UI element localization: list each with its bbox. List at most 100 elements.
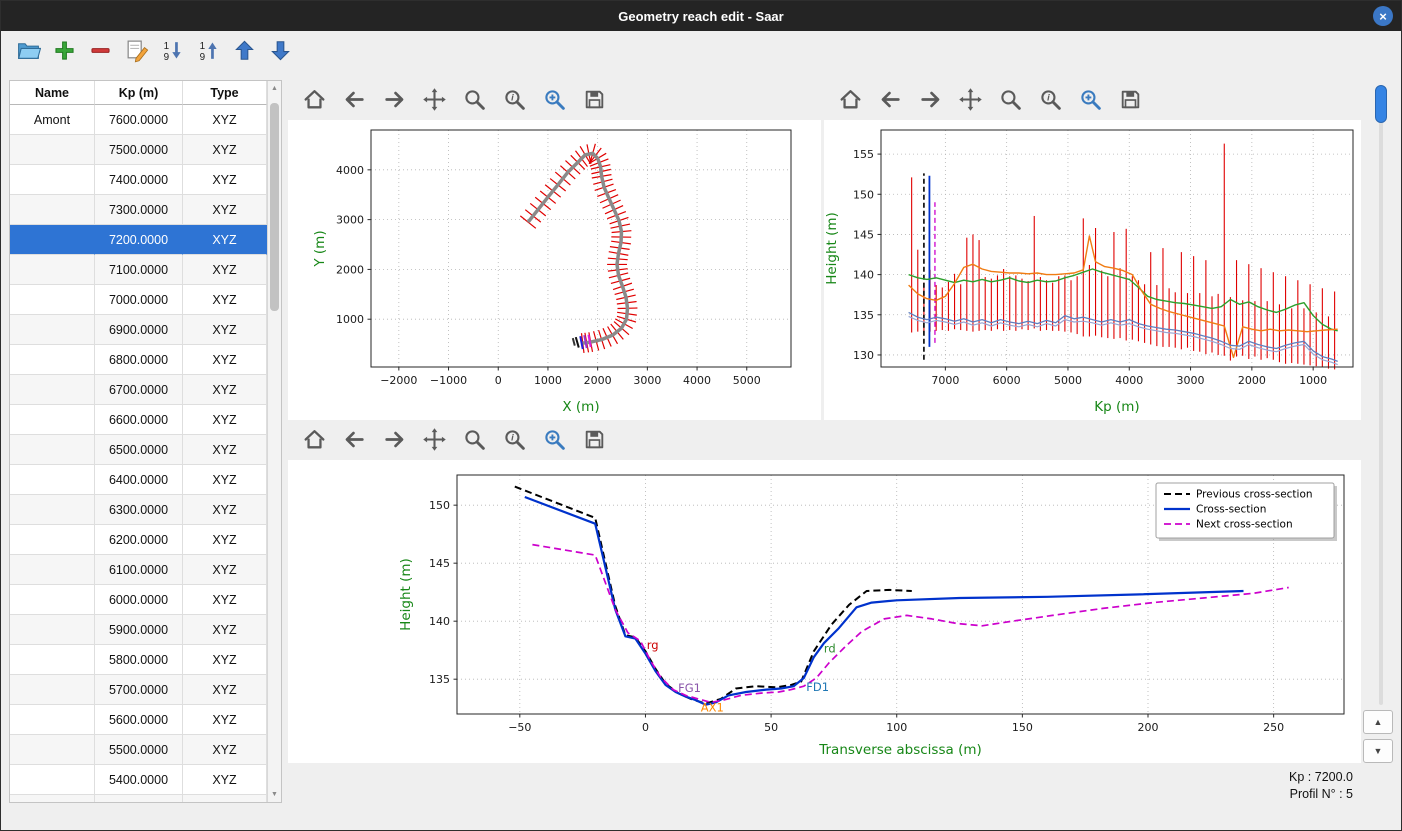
cell-name[interactable] [10, 195, 95, 225]
cell-type[interactable]: XYZ [183, 285, 267, 315]
cell-type[interactable]: XYZ [183, 615, 267, 645]
cell-kp[interactable]: 5900.0000 [95, 615, 183, 645]
cell-kp[interactable]: 7400.0000 [95, 165, 183, 195]
cell-type[interactable]: XYZ [183, 765, 267, 795]
move-down-button[interactable] [265, 35, 295, 65]
forward-button[interactable] [380, 86, 408, 114]
table-scrollbar[interactable]: ▲ ▼ [267, 81, 281, 802]
cell-name[interactable] [10, 705, 95, 735]
cell-kp[interactable]: 5400.0000 [95, 765, 183, 795]
table-row[interactable]: 5400.0000 XYZ [10, 765, 267, 795]
back-button[interactable] [876, 86, 904, 114]
cell-kp[interactable]: 7500.0000 [95, 135, 183, 165]
forward-button[interactable] [916, 86, 944, 114]
cell-type[interactable]: XYZ [183, 795, 267, 802]
cell-kp[interactable]: 6300.0000 [95, 495, 183, 525]
column-header-name[interactable]: Name [10, 81, 95, 105]
cell-name[interactable] [10, 465, 95, 495]
save-button[interactable] [580, 86, 608, 114]
cell-name[interactable] [10, 375, 95, 405]
cell-name[interactable] [10, 765, 95, 795]
cell-name[interactable] [10, 135, 95, 165]
cell-name[interactable] [10, 585, 95, 615]
home-button[interactable] [836, 86, 864, 114]
plan-view-plot[interactable]: −2000 −1000 0 1000 2000 3000 4000 5000 1000 2000 3… [288, 120, 821, 420]
table-row[interactable]: 5600.0000 XYZ [10, 705, 267, 735]
cell-name[interactable] [10, 615, 95, 645]
cell-name[interactable] [10, 735, 95, 765]
cell-name[interactable] [10, 525, 95, 555]
cell-kp[interactable]: 6700.0000 [95, 375, 183, 405]
cell-kp[interactable]: 6400.0000 [95, 465, 183, 495]
cell-type[interactable]: XYZ [183, 405, 267, 435]
table-row[interactable]: 7200.0000 XYZ [10, 225, 267, 255]
profile-down-button[interactable]: ▼ [1363, 739, 1393, 763]
zoom-info-button[interactable]: i [500, 86, 528, 114]
cell-type[interactable]: XYZ [183, 435, 267, 465]
titlebar[interactable]: Geometry reach edit - Saar × [1, 1, 1401, 31]
cell-name[interactable] [10, 345, 95, 375]
table-row[interactable]: 6600.0000 XYZ [10, 405, 267, 435]
table-row[interactable]: 7400.0000 XYZ [10, 165, 267, 195]
cell-type[interactable]: XYZ [183, 675, 267, 705]
cell-name[interactable] [10, 405, 95, 435]
cell-type[interactable]: XYZ [183, 525, 267, 555]
table-row[interactable]: 5900.0000 XYZ [10, 615, 267, 645]
cell-type[interactable]: XYZ [183, 375, 267, 405]
table-row[interactable]: 6100.0000 XYZ [10, 555, 267, 585]
cell-name[interactable]: Amont [10, 105, 95, 135]
cell-name[interactable] [10, 255, 95, 285]
pan-button[interactable] [956, 86, 984, 114]
cell-name[interactable] [10, 675, 95, 705]
table-row[interactable]: 6300.0000 XYZ [10, 495, 267, 525]
table-row[interactable]: 5700.0000 XYZ [10, 675, 267, 705]
profile-up-button[interactable]: ▲ [1363, 710, 1393, 734]
scrollbar-down-icon[interactable]: ▼ [271, 791, 278, 798]
cell-type[interactable]: XYZ [183, 735, 267, 765]
cell-kp[interactable]: 6200.0000 [95, 525, 183, 555]
cell-name[interactable] [10, 435, 95, 465]
table-row[interactable]: 6400.0000 XYZ [10, 465, 267, 495]
cell-kp[interactable]: 7200.0000 [95, 225, 183, 255]
profile-slider[interactable] [1375, 85, 1387, 705]
table-row[interactable]: 6700.0000 XYZ [10, 375, 267, 405]
save-button[interactable] [580, 426, 608, 454]
cell-kp[interactable]: 7000.0000 [95, 285, 183, 315]
cell-type[interactable]: XYZ [183, 345, 267, 375]
cell-type[interactable]: XYZ [183, 225, 267, 255]
scrollbar-thumb[interactable] [270, 103, 279, 311]
table-row[interactable]: 6800.0000 XYZ [10, 345, 267, 375]
cell-type[interactable]: XYZ [183, 105, 267, 135]
pan-button[interactable] [420, 426, 448, 454]
zoom-button[interactable] [996, 86, 1024, 114]
slider-handle[interactable] [1375, 85, 1387, 123]
cell-type[interactable]: XYZ [183, 135, 267, 165]
pan-button[interactable] [420, 86, 448, 114]
table-row[interactable]: 6200.0000 XYZ [10, 525, 267, 555]
cell-name[interactable] [10, 315, 95, 345]
table-row[interactable]: 5800.0000 XYZ [10, 645, 267, 675]
cell-name[interactable] [10, 225, 95, 255]
cell-kp[interactable]: 6600.0000 [95, 405, 183, 435]
column-header-type[interactable]: Type [183, 81, 267, 105]
cell-kp[interactable]: 6500.0000 [95, 435, 183, 465]
cell-kp[interactable]: 7300.0000 [95, 195, 183, 225]
zoom-button[interactable] [460, 426, 488, 454]
home-button[interactable] [300, 86, 328, 114]
zoom-to-rect-button[interactable] [540, 86, 568, 114]
table-row[interactable]: 7300.0000 XYZ [10, 195, 267, 225]
scrollbar-up-icon[interactable]: ▲ [271, 85, 278, 92]
cell-kp[interactable]: 5500.0000 [95, 735, 183, 765]
close-button[interactable]: × [1373, 6, 1393, 26]
cell-type[interactable]: XYZ [183, 255, 267, 285]
cell-kp[interactable]: 6900.0000 [95, 315, 183, 345]
table-row[interactable]: Amont 7600.0000 XYZ [10, 105, 267, 135]
table-row[interactable]: 7000.0000 XYZ [10, 285, 267, 315]
cell-type[interactable]: XYZ [183, 195, 267, 225]
cell-type[interactable]: XYZ [183, 585, 267, 615]
table-row[interactable]: 7500.0000 XYZ [10, 135, 267, 165]
